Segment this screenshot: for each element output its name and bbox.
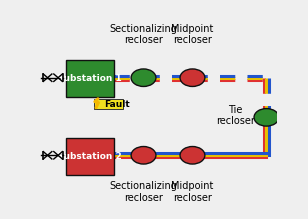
Bar — [66, 138, 114, 175]
Text: Midpoint
recloser: Midpoint recloser — [171, 24, 214, 45]
Text: Tie
recloser: Tie recloser — [216, 105, 255, 126]
Circle shape — [254, 109, 279, 126]
Text: Substation 1: Substation 1 — [58, 74, 122, 83]
Text: Fault: Fault — [105, 99, 130, 109]
Text: Sectionalizing
recloser: Sectionalizing recloser — [110, 24, 177, 45]
Text: Sectionalizing
recloser: Sectionalizing recloser — [110, 181, 177, 203]
Bar — [66, 60, 114, 97]
Circle shape — [180, 147, 205, 164]
Circle shape — [180, 69, 205, 87]
Text: Substation 2: Substation 2 — [58, 152, 122, 161]
Text: Midpoint
recloser: Midpoint recloser — [171, 181, 214, 203]
Circle shape — [131, 69, 156, 87]
FancyBboxPatch shape — [94, 99, 123, 110]
Circle shape — [131, 147, 156, 164]
